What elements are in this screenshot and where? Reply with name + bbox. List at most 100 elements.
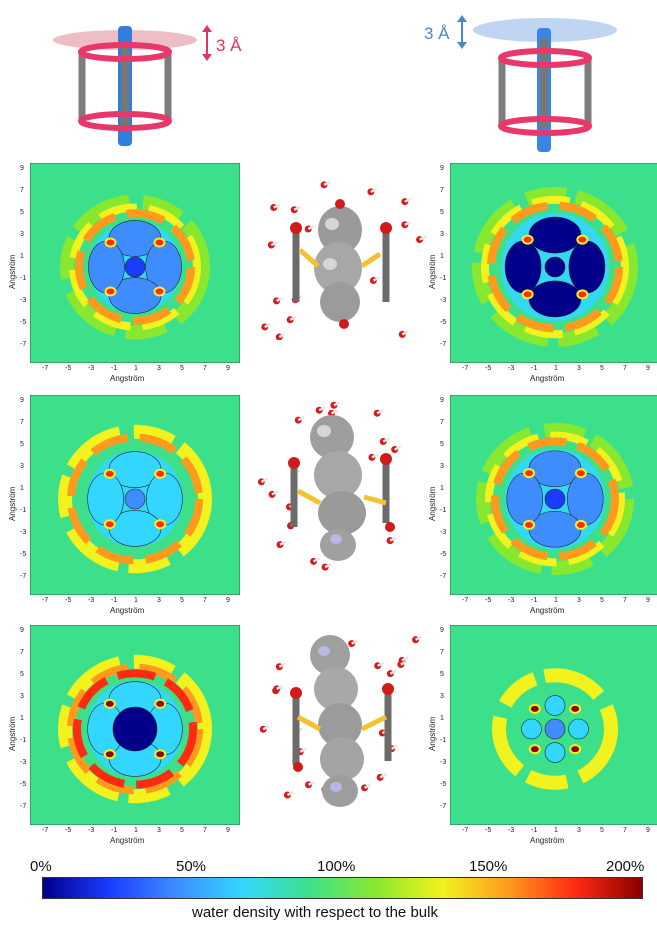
x-tick-label: -5 [65,365,72,372]
x-tick-label: 5 [600,597,604,604]
contour-plot [449,162,657,364]
x-tick-label: -7 [42,597,49,604]
y-tick-label: -7 [440,573,447,580]
y-tick-label: 1 [440,253,444,260]
x-tick-label: -5 [65,827,72,834]
y-tick-label: -7 [440,341,447,348]
x-tick-label: 3 [157,597,161,604]
x-tick-label: 1 [134,827,138,834]
y-tick-label: 1 [20,253,24,260]
y-tick-label: -1 [20,507,27,514]
x-tick-label: -7 [462,597,469,604]
y-tick-label: 1 [20,485,24,492]
y-tick-label: 3 [20,463,24,470]
x-tick-label: 5 [600,365,604,372]
shift-label-left: 3 Å [216,36,242,55]
x-tick-label: 7 [203,597,207,604]
x-tick-label: 7 [203,365,207,372]
axle-rod [540,38,548,128]
y-tick-label: 7 [440,649,444,656]
x-tick-label: 1 [134,365,138,372]
y-tick-label: 7 [20,419,24,426]
x-tick-label: -7 [42,827,49,834]
contour-plot [29,624,241,826]
colorbar-label-200: 200% [606,858,645,875]
y-tick-label: -1 [440,737,447,744]
y-axis-title: Angström [8,254,17,289]
x-tick-label: -3 [88,827,95,834]
y-tick-label: 1 [20,715,24,722]
y-tick-label: 7 [440,187,444,194]
x-tick-label: 1 [554,597,558,604]
x-tick-label: -1 [111,827,118,834]
x-tick-label: 7 [623,597,627,604]
colorbar [42,877,643,899]
x-tick-label: 1 [134,597,138,604]
y-axis-title: Angström [8,716,17,751]
molecule-render-3 [259,635,423,807]
x-tick-label: 3 [157,365,161,372]
y-tick-label: -5 [20,781,27,788]
x-axis-title: Angström [110,374,145,383]
x-tick-label: 3 [577,827,581,834]
y-tick-label: 5 [440,671,444,678]
x-tick-label: -3 [508,827,515,834]
y-tick-label: 3 [440,693,444,700]
colorbar-label-50: 50% [176,858,207,875]
x-tick-label: -3 [88,365,95,372]
x-tick-label: 9 [226,597,230,604]
x-tick-label: 3 [577,597,581,604]
x-axis-title: Angström [110,836,145,845]
y-tick-label: -3 [440,759,447,766]
y-tick-label: -3 [440,529,447,536]
contour-plot [449,624,657,826]
y-tick-label: 9 [20,397,24,404]
colorbar-label-100: 100% [317,858,356,875]
double-arrow-right [457,15,467,49]
y-tick-label: -5 [20,551,27,558]
y-tick-label: 1 [440,485,444,492]
y-tick-label: 9 [440,165,444,172]
y-tick-label: 9 [440,397,444,404]
y-tick-label: -7 [440,803,447,810]
x-tick-label: 1 [554,365,558,372]
y-tick-label: 7 [440,419,444,426]
y-tick-label: 5 [440,441,444,448]
x-tick-label: 9 [646,827,650,834]
ring-bottom [78,111,172,131]
ring-top [78,42,172,62]
x-tick-label: -5 [485,597,492,604]
x-axis-title: Angström [530,374,565,383]
contour-plot [449,394,657,596]
molecule-render-2 [257,401,402,571]
colorbar-label-0: 0% [30,858,52,875]
x-tick-label: 9 [646,597,650,604]
y-tick-label: -7 [20,341,27,348]
contour-plot [29,162,241,364]
x-tick-label: 5 [600,827,604,834]
y-tick-label: 9 [20,627,24,634]
x-tick-label: -1 [111,365,118,372]
x-tick-label: 9 [226,827,230,834]
y-tick-label: 5 [20,671,24,678]
y-tick-label: -3 [20,297,27,304]
molecule-render-1 [261,180,427,340]
y-tick-label: 3 [440,231,444,238]
y-tick-label: 3 [20,693,24,700]
x-tick-label: -1 [111,597,118,604]
y-tick-label: 7 [20,649,24,656]
y-tick-label: -5 [20,319,27,326]
y-tick-label: 9 [440,627,444,634]
x-tick-label: -5 [65,597,72,604]
y-tick-label: -1 [20,737,27,744]
x-tick-label: 9 [226,365,230,372]
x-tick-label: -3 [88,597,95,604]
x-tick-label: -1 [531,597,538,604]
x-tick-label: 1 [554,827,558,834]
x-axis-title: Angström [110,606,145,615]
density-map-bottom-left [29,624,241,826]
x-tick-label: 7 [623,827,627,834]
density-map-bottom-right [449,624,657,826]
x-tick-label: 5 [180,827,184,834]
colorbar-caption: water density with respect to the bulk [192,904,438,921]
